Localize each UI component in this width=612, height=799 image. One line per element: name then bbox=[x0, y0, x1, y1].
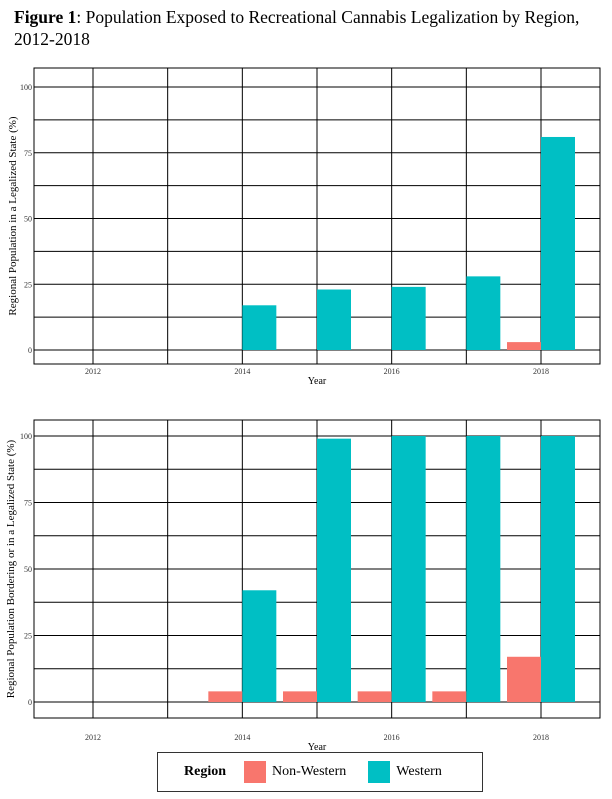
y-axis-label: Regional Population in a Legalized State… bbox=[7, 116, 19, 316]
plot-border bbox=[33, 67, 601, 365]
x-tick-label: 2018 bbox=[533, 733, 549, 742]
bar-non-western-2018 bbox=[507, 342, 541, 350]
legend: Region Non-Western Western bbox=[157, 752, 483, 792]
x-axis-label: Year bbox=[308, 742, 327, 750]
x-tick-label: 2014 bbox=[234, 733, 250, 742]
bar-western-2016 bbox=[391, 436, 426, 702]
x-tick-label: 2014 bbox=[234, 367, 250, 376]
figure-title: Figure 1: Population Exposed to Recreati… bbox=[14, 6, 604, 50]
bar-western-2015 bbox=[317, 289, 351, 350]
bar-western-2017 bbox=[466, 436, 501, 702]
x-axis-label: Year bbox=[308, 376, 327, 387]
legend-key-western bbox=[368, 761, 391, 783]
bar-western-2014 bbox=[242, 305, 277, 350]
bar-western-2015 bbox=[317, 438, 351, 702]
legend-item-non-western: Non-Western bbox=[244, 761, 346, 783]
y-tick-label: 25 bbox=[24, 280, 32, 289]
y-tick-label: 0 bbox=[28, 698, 32, 707]
chart-bottom: 0 25 50 75 100 2012 2014 2016 2018 Year Regional P… bbox=[5, 419, 601, 750]
bar-non-western-2014 bbox=[208, 691, 243, 702]
bar-western-2014 bbox=[242, 590, 277, 702]
plot-border bbox=[33, 419, 601, 719]
y-tick-label: 100 bbox=[20, 83, 32, 92]
y-tick-label: 75 bbox=[24, 499, 32, 508]
y-axis-label: Regional Population Bordering or in a Le… bbox=[5, 439, 17, 698]
y-tick-label: 75 bbox=[24, 149, 32, 158]
bar-western-2017 bbox=[466, 276, 501, 350]
legend-label-non-western: Non-Western bbox=[272, 764, 347, 779]
x-tick-label: 2018 bbox=[533, 367, 549, 376]
x-tick-label: 2012 bbox=[85, 367, 101, 376]
legend-title: Region bbox=[184, 764, 226, 779]
bar-western-2016 bbox=[391, 286, 426, 350]
bar-western-2018 bbox=[541, 136, 575, 350]
figure-label: Figure 1 bbox=[14, 7, 77, 27]
y-tick-label: 50 bbox=[24, 215, 32, 224]
bar-western-2018 bbox=[541, 436, 575, 702]
x-tick-label: 2012 bbox=[85, 733, 101, 742]
bar-non-western-2018 bbox=[507, 656, 541, 702]
chart-top: 0 25 50 75 100 2012 2014 2016 2018 Year Regional P… bbox=[7, 67, 601, 387]
y-tick-label: 100 bbox=[20, 432, 32, 441]
bar-non-western-2017 bbox=[432, 691, 467, 702]
legend-key-non-western bbox=[244, 761, 266, 783]
x-tick-label: 2016 bbox=[384, 367, 400, 376]
bar-non-western-2015 bbox=[283, 691, 317, 702]
legend-label-western: Western bbox=[396, 764, 442, 779]
figure-title-text: : Population Exposed to Recreational Can… bbox=[14, 7, 580, 49]
y-tick-label: 0 bbox=[28, 346, 32, 355]
y-tick-label: 50 bbox=[24, 565, 32, 574]
y-tick-label: 25 bbox=[24, 632, 32, 641]
bar-non-western-2016 bbox=[357, 691, 392, 702]
x-tick-label: 2016 bbox=[384, 733, 400, 742]
legend-item-western: Western bbox=[368, 761, 442, 783]
